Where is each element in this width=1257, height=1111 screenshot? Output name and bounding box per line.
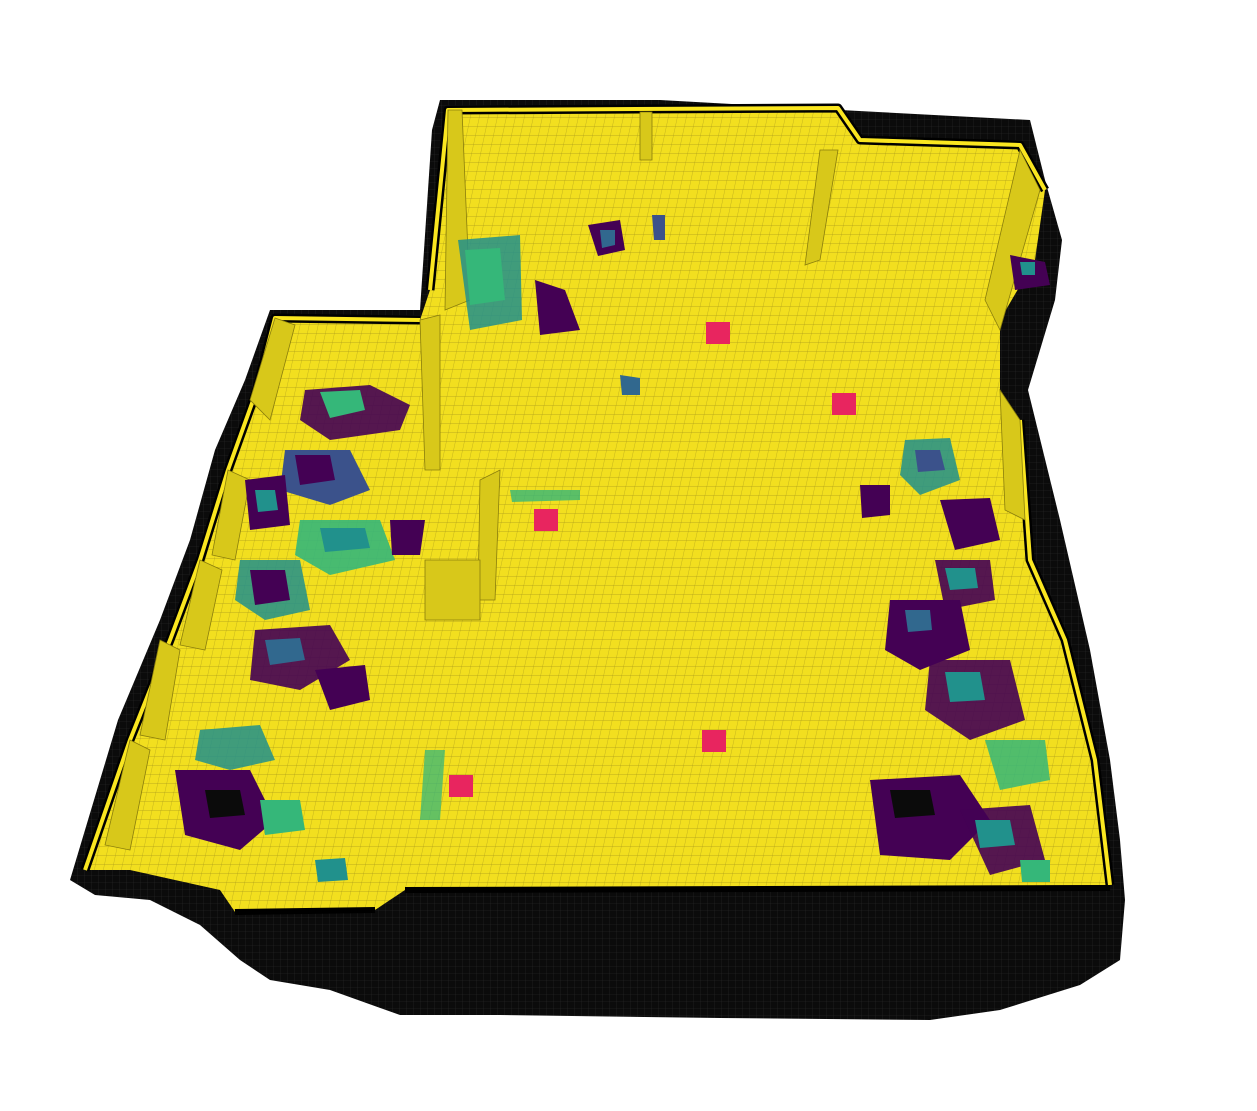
- marker-1: [706, 322, 730, 344]
- marker-2: [832, 393, 856, 415]
- marker-5: [449, 775, 473, 797]
- marker-3: [534, 509, 558, 531]
- marker-4: [702, 730, 726, 752]
- floor-surface: [85, 108, 1110, 912]
- marker-layer: [449, 322, 856, 797]
- occupancy-clusters: [175, 215, 1050, 882]
